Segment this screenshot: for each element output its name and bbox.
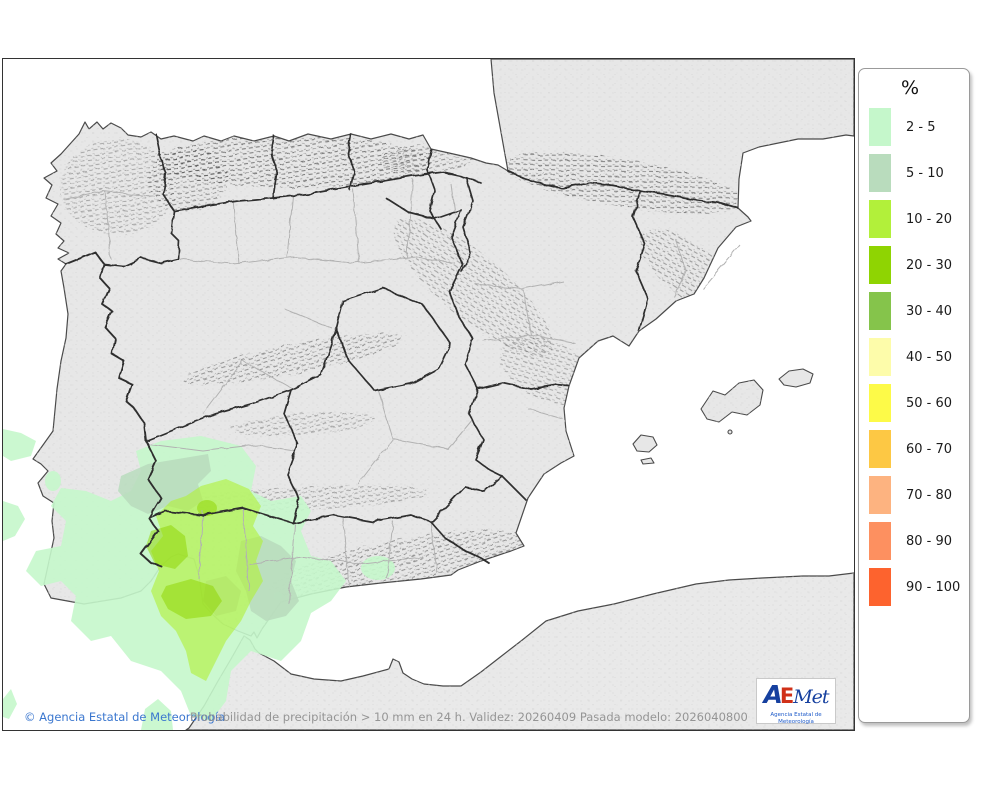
legend-color-swatch xyxy=(869,476,891,514)
france-spain-border xyxy=(507,170,739,209)
probability-legend: % 2 - 5 5 - 10 10 - 20 xyxy=(858,68,970,723)
legend-color-swatch xyxy=(869,246,891,284)
legend-range-label: 80 - 90 xyxy=(906,533,953,549)
legend-range-label: 30 - 40 xyxy=(906,303,953,319)
legend-range-label: 10 - 20 xyxy=(906,211,953,227)
precip-area-10-20 xyxy=(151,479,263,681)
legend-color-swatch xyxy=(869,338,891,376)
legend-color-swatch xyxy=(869,522,891,560)
aemet-logo-letter-e: E xyxy=(779,684,795,708)
legend-color-swatch xyxy=(869,154,891,192)
legend-range-label: 40 - 50 xyxy=(906,349,953,365)
legend-item: 50 - 60 xyxy=(869,384,969,422)
legend-color-swatch xyxy=(869,292,891,330)
legend-range-label: 60 - 70 xyxy=(906,441,953,457)
legend-color-swatch xyxy=(869,568,891,606)
province-borders xyxy=(62,178,741,605)
legend-item: 2 - 5 xyxy=(869,108,969,146)
aemet-logo-letters-met: Met xyxy=(793,686,829,708)
copyright-text: © Agencia Estatal de Meteorología xyxy=(24,710,226,724)
legend-range-label: 70 - 80 xyxy=(906,487,953,503)
aemet-logo-subtitle: Agencia Estatal de Meteorología xyxy=(770,712,822,725)
portugal-border xyxy=(65,251,162,567)
island-formentera xyxy=(640,457,655,465)
legend-item: 30 - 40 xyxy=(869,292,969,330)
legend-item: 10 - 20 xyxy=(869,200,969,238)
island-ibiza xyxy=(632,434,658,453)
legend-range-label: 20 - 30 xyxy=(906,257,953,273)
legend-item: 70 - 80 xyxy=(869,476,969,514)
legend-item: 80 - 90 xyxy=(869,522,969,560)
aemet-logo-wordmark: AEMet xyxy=(757,681,835,712)
iberia-map xyxy=(3,59,854,730)
legend-range-label: 5 - 10 xyxy=(906,165,944,181)
island-cabrera xyxy=(727,429,733,435)
precipitation-overlays xyxy=(3,429,395,730)
legend-item: 5 - 10 xyxy=(869,154,969,192)
legend-range-label: 90 - 100 xyxy=(906,579,961,595)
legend-title: % xyxy=(900,77,920,99)
map-frame xyxy=(2,58,855,731)
precip-area-20-30 xyxy=(146,500,222,619)
legend-item: 20 - 30 xyxy=(869,246,969,284)
legend-range-label: 2 - 5 xyxy=(906,119,936,135)
model-run-info: Probabilidad de precipitación > 10 mm en… xyxy=(190,710,748,724)
legend-items: 2 - 5 5 - 10 10 - 20 20 - 30 xyxy=(869,108,969,606)
community-borders xyxy=(103,133,649,564)
legend-color-swatch xyxy=(869,384,891,422)
legend-item: 40 - 50 xyxy=(869,338,969,376)
legend-color-swatch xyxy=(869,108,891,146)
aemet-logo: AEMet Agencia Estatal de Meteorología xyxy=(756,678,836,725)
legend-color-swatch xyxy=(869,200,891,238)
aemet-logo-letter-a: A xyxy=(763,680,783,709)
legend-item: 90 - 100 xyxy=(869,568,969,606)
legend-color-swatch xyxy=(869,430,891,468)
island-menorca xyxy=(778,368,814,388)
legend-range-label: 50 - 60 xyxy=(906,395,953,411)
legend-item: 60 - 70 xyxy=(869,430,969,468)
